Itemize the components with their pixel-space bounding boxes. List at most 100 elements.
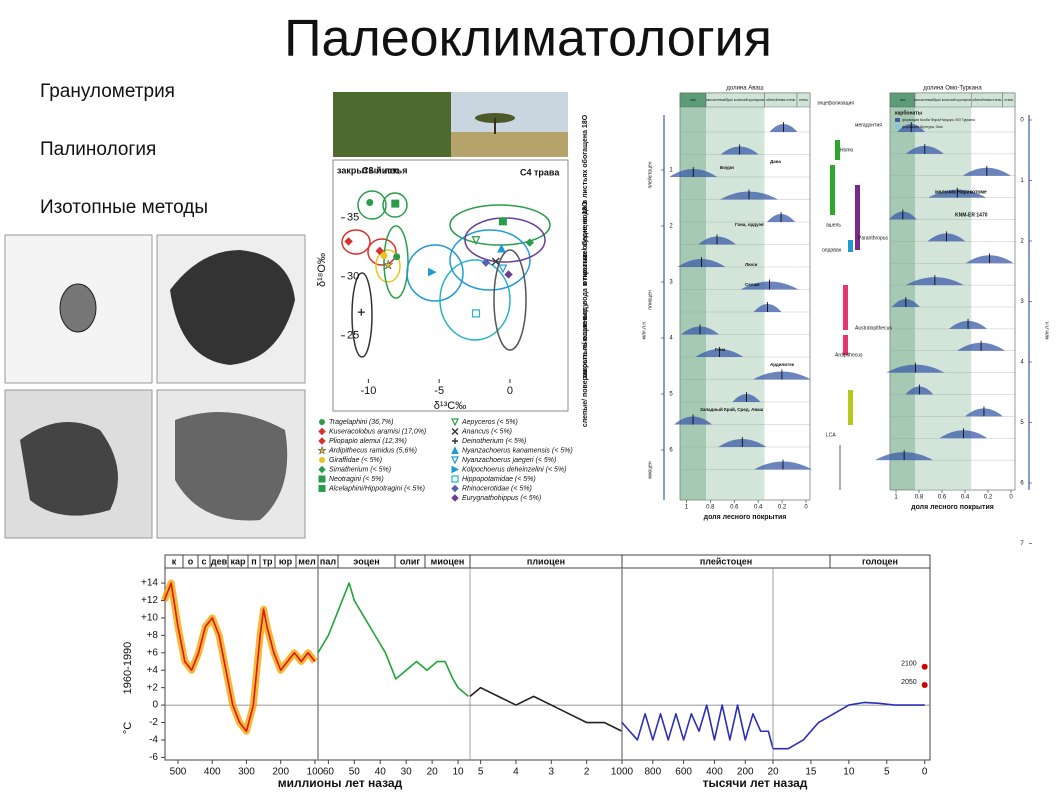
x-tick-label: 50 (349, 767, 361, 778)
y-axis-label: млн.л.н. (1044, 321, 1050, 340)
temperature-line (161, 579, 318, 735)
marker (318, 485, 326, 492)
woodland-band (706, 93, 765, 500)
hominin-label: Paranthropus (858, 235, 889, 241)
lineage-bar (848, 390, 853, 425)
marker (471, 309, 481, 318)
legend-label: Simatherium (< 5%) (329, 466, 391, 473)
era-label: к (172, 556, 177, 566)
marker (451, 484, 459, 493)
era-label: пал (320, 556, 336, 566)
x-tick-label: 0.6 (730, 505, 739, 511)
ellipse (357, 190, 387, 220)
x-tick-label: 500 (170, 767, 187, 778)
header-label: облесённая степь (972, 98, 1001, 102)
marker (393, 253, 401, 261)
x-axis-label: миллионы лет назад (278, 776, 403, 790)
y-tick-label: +12 (141, 595, 158, 606)
marker (357, 308, 365, 316)
marker (525, 238, 534, 247)
y-tick-label: 35 (347, 212, 359, 224)
hominin-label: ашель (826, 222, 841, 228)
legend-label: Nyanzachoerus jaegeri (< 5%) (462, 457, 556, 464)
ellipse (406, 244, 464, 302)
y-tick-label: 2 (669, 224, 673, 230)
x-tick-label: 2 (584, 767, 590, 778)
zone-label: C4 трава (520, 167, 560, 177)
ellipse (383, 225, 409, 299)
x-tick-label: 40 (375, 767, 387, 778)
ellipse (439, 259, 511, 341)
x-tick-label: 200 (737, 767, 754, 778)
marker (471, 236, 481, 246)
x-tick-label: 400 (706, 767, 723, 778)
header-label: лес (690, 98, 696, 102)
site-label: Боури (720, 165, 734, 170)
legend-swatch (895, 125, 900, 129)
x-tick-label: 0.4 (754, 505, 763, 511)
x-tick-label: 0.2 (778, 505, 787, 511)
marker (451, 494, 459, 502)
y-axis-label: δ¹⁸O‰ (316, 253, 328, 287)
header-label: экосистема/буш/ колючий кустарник (706, 98, 765, 102)
isotope-ellipses (341, 190, 551, 358)
ellipse (351, 272, 373, 358)
marker (318, 427, 326, 436)
hominin-label: энцефализация (817, 100, 854, 106)
y-tick-label: +10 (141, 613, 158, 624)
legend-label: Hippopotamidae (< 5%) (462, 476, 536, 483)
x-tick-label: 3 (549, 767, 555, 778)
lineage-bar (855, 185, 860, 250)
ellipse (367, 238, 397, 266)
x-tick-label: 1 (894, 495, 898, 501)
temperature-line (773, 701, 925, 750)
projection-label: 2100 (901, 661, 917, 668)
hominin-label: Australopithecus (855, 325, 892, 331)
x-tick-label: 0 (804, 505, 808, 511)
x-tick-label: 0.4 (961, 495, 970, 501)
lineage-bar (830, 165, 835, 215)
x-tick-label: 1 (685, 505, 689, 511)
y-tick-label: +8 (147, 630, 159, 641)
x-axis-label: доля лесного покрытия (911, 504, 994, 511)
marker (318, 465, 326, 474)
pollen-grain (59, 283, 97, 333)
pollen-cluster (20, 422, 118, 516)
method-item: Палинология (40, 139, 156, 160)
site-label: Селам (745, 282, 760, 287)
legend-label: Kolpochoerus deheinzelini (< 5%) (462, 466, 566, 473)
era-label: кар (230, 556, 246, 566)
era-label: плейстоцен (700, 556, 752, 566)
y-tick-label: 0 (1020, 118, 1024, 124)
header-label: лес (900, 98, 906, 102)
site-label: Ардипитек (770, 362, 795, 367)
slide-title: Палеоклиматология (284, 10, 772, 68)
era-label: голоцен (862, 556, 898, 566)
x-tick-label: 400 (204, 767, 221, 778)
era-label: миоцен (431, 556, 465, 566)
side-label: слепые/ поверхность пьющие воду (582, 303, 589, 427)
x-tick-label: 800 (644, 767, 661, 778)
x-tick-label: 10 (453, 767, 465, 778)
y-axis-label: °C (122, 722, 134, 734)
x-tick-label: 200 (272, 767, 289, 778)
header-label: облесённая степь (766, 98, 795, 102)
projection-point (921, 682, 928, 689)
y-tick-label: 3 (1020, 299, 1024, 305)
legend-label: Tragelaphini (36,7%) (329, 419, 393, 426)
ellipse (449, 204, 551, 246)
marker (318, 475, 326, 483)
x-tick-label: 0 (507, 385, 513, 397)
pollen-images (4, 234, 306, 539)
marker (481, 258, 491, 267)
y-axis-label: 1960-1990 (122, 642, 134, 695)
marker (504, 270, 513, 279)
marker (451, 456, 459, 465)
y-tick-label: 30 (347, 271, 359, 283)
ellipse (341, 229, 371, 255)
marker (366, 198, 374, 206)
x-tick-label: 1000 (611, 767, 634, 778)
x-tick-label: 0 (1009, 495, 1013, 501)
era-label: эоцен (353, 556, 379, 566)
